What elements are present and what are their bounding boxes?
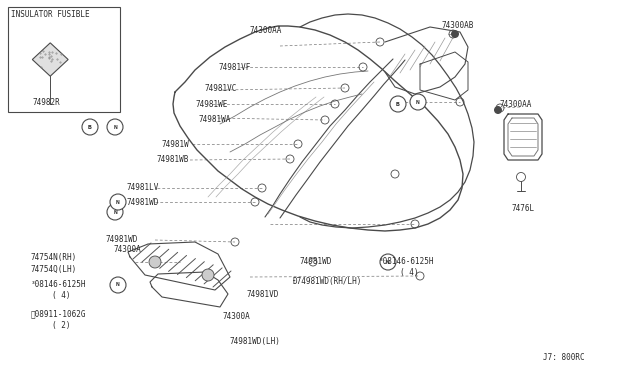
Text: B: B bbox=[396, 102, 400, 106]
Text: N: N bbox=[416, 99, 420, 105]
Text: 74300AA: 74300AA bbox=[499, 100, 532, 109]
Bar bbox=[8, 7, 120, 112]
Text: 74981WD: 74981WD bbox=[300, 257, 332, 266]
Circle shape bbox=[149, 256, 161, 268]
Text: N: N bbox=[113, 209, 117, 215]
Circle shape bbox=[110, 194, 126, 210]
Circle shape bbox=[110, 277, 126, 293]
Text: ( 4): ( 4) bbox=[400, 268, 419, 277]
Text: ³08146-6125H: ³08146-6125H bbox=[31, 280, 86, 289]
Text: ³08146-6125H: ³08146-6125H bbox=[379, 257, 435, 266]
Text: 74981W: 74981W bbox=[161, 140, 189, 149]
Text: Ð74981WD(RH/LH): Ð74981WD(RH/LH) bbox=[293, 278, 362, 286]
Circle shape bbox=[390, 96, 406, 112]
Text: 74754Q(LH): 74754Q(LH) bbox=[31, 265, 77, 274]
Text: 74981WB: 74981WB bbox=[157, 155, 189, 164]
Text: 74981WD: 74981WD bbox=[106, 235, 138, 244]
Text: 74981VC: 74981VC bbox=[205, 84, 237, 93]
Text: INSULATOR FUSIBLE: INSULATOR FUSIBLE bbox=[11, 10, 90, 19]
Circle shape bbox=[494, 106, 502, 114]
Text: 74300A: 74300A bbox=[223, 312, 250, 321]
Text: J7: 800RC: J7: 800RC bbox=[543, 353, 584, 362]
Text: N: N bbox=[386, 260, 390, 264]
Text: N: N bbox=[116, 282, 120, 288]
Text: 74981VF: 74981VF bbox=[219, 63, 252, 72]
Circle shape bbox=[107, 204, 123, 220]
Text: B: B bbox=[88, 125, 92, 129]
Text: 74981WE: 74981WE bbox=[195, 100, 228, 109]
Circle shape bbox=[107, 119, 123, 135]
Polygon shape bbox=[32, 43, 68, 76]
Circle shape bbox=[202, 269, 214, 281]
Circle shape bbox=[451, 30, 459, 38]
Text: N: N bbox=[116, 199, 120, 205]
Text: N: N bbox=[113, 125, 117, 129]
Text: 74300AA: 74300AA bbox=[250, 26, 282, 35]
Circle shape bbox=[380, 254, 396, 270]
Text: 74981WA: 74981WA bbox=[198, 115, 231, 124]
Text: 74981WD: 74981WD bbox=[127, 198, 159, 207]
Text: 7476L: 7476L bbox=[512, 204, 535, 213]
Text: 74982R: 74982R bbox=[32, 97, 60, 107]
Text: 74300A: 74300A bbox=[114, 246, 141, 254]
Text: 74981VD: 74981VD bbox=[246, 290, 279, 299]
Text: ( 4): ( 4) bbox=[52, 291, 71, 300]
Text: 74981WD(LH): 74981WD(LH) bbox=[229, 337, 280, 346]
Circle shape bbox=[82, 119, 98, 135]
Circle shape bbox=[410, 94, 426, 110]
Text: 74300AB: 74300AB bbox=[442, 21, 474, 30]
Text: 74981LV: 74981LV bbox=[127, 183, 159, 192]
Text: Ⓞ08911-1062G: Ⓞ08911-1062G bbox=[31, 310, 86, 319]
Text: 74754N(RH): 74754N(RH) bbox=[31, 253, 77, 262]
Text: ( 2): ( 2) bbox=[52, 321, 71, 330]
